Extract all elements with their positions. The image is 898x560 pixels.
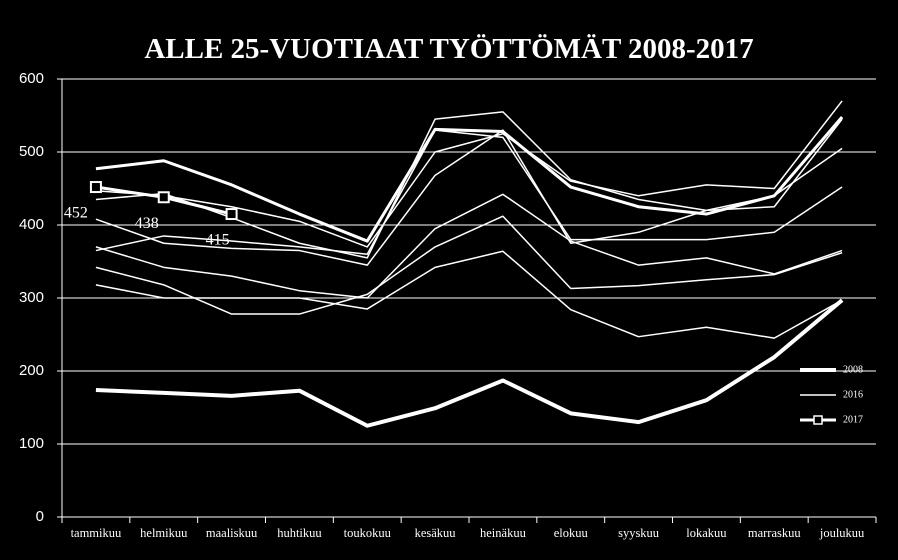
legend-label: 2016 [843,389,863,400]
y-tick-label: 400 [19,216,44,233]
series-line [95,250,843,339]
x-tick-label: elokuu [554,526,589,540]
y-tick-label: 300 [19,289,44,306]
x-tick-label: helmikuu [140,526,188,540]
x-tick-label: maaliskuu [206,526,258,540]
x-tick-label: kesäkuu [415,526,457,540]
data-label: 438 [135,215,159,232]
series-line [95,298,844,428]
point-marker [157,191,170,204]
point-marker [89,181,102,194]
series-line [95,215,843,315]
y-tick-label: 0 [36,508,44,525]
series-line [95,129,843,255]
x-tick-label: toukokuu [344,526,392,540]
legend-marker [813,415,823,425]
series-line [95,115,844,243]
y-tick-label: 200 [19,362,44,379]
x-tick-label: heinäkuu [480,526,527,540]
point-marker [225,208,238,221]
y-tick-label: 500 [19,143,44,160]
legend-label: 2017 [843,414,863,425]
data-label: 452 [64,205,88,222]
x-tick-label: tammikuu [71,526,122,540]
x-tick-label: syyskuu [618,526,660,540]
chart-title: ALLE 25-VUOTIAAT TYÖTTÖMÄT 2008-2017 [144,33,753,65]
series-line [95,100,843,248]
data-label: 415 [206,232,230,249]
x-tick-label: huhtikuu [277,526,322,540]
x-tick-label: joulukuu [819,526,865,540]
series-line [95,129,843,266]
x-tick-label: marraskuu [748,526,802,540]
y-tick-label: 100 [19,435,44,452]
x-tick-label: lokakuu [686,526,727,540]
y-tick-label: 600 [19,70,44,87]
series-line [95,193,843,299]
legend-label: 2008 [843,364,863,375]
series-line [95,111,843,259]
